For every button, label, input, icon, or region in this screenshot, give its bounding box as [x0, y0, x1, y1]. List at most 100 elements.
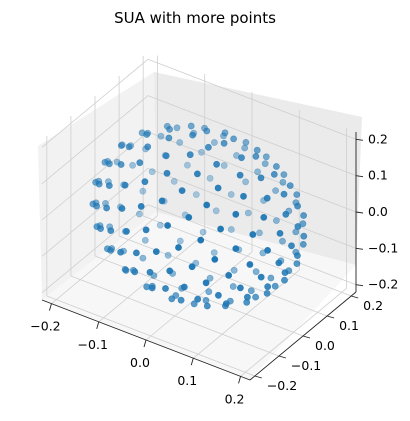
data-point [199, 228, 207, 236]
data-point [264, 246, 271, 254]
data-point [276, 229, 284, 237]
y-tick-label: −0.1 [291, 358, 321, 373]
z-grid-left-3 [41, 95, 149, 184]
y-tick-mark [254, 375, 262, 379]
data-point [238, 154, 245, 162]
data-point [257, 174, 265, 182]
y-grid-floor-2 [94, 255, 304, 337]
data-point [280, 190, 288, 198]
data-point [293, 191, 301, 198]
data-point [232, 210, 240, 218]
x-tick-mark [49, 303, 52, 311]
data-point [176, 139, 184, 146]
data-point [204, 143, 212, 151]
data-point [187, 122, 195, 130]
data-point [156, 221, 164, 229]
x-tick-label: −0.2 [30, 319, 60, 334]
data-point [217, 225, 224, 233]
data-point [164, 222, 171, 229]
data-point [243, 293, 251, 301]
data-point [189, 131, 196, 139]
data-point [177, 296, 185, 304]
z-grid-back-2 [147, 131, 357, 213]
y-grid-floor-3 [118, 235, 328, 317]
data-point [300, 212, 307, 219]
data-point [211, 255, 219, 263]
data-point [117, 248, 124, 256]
data-point [141, 178, 149, 186]
data-point [158, 197, 166, 205]
data-point [162, 152, 170, 160]
data-point [93, 202, 100, 210]
data-point [236, 284, 244, 292]
data-point [279, 178, 287, 186]
data-point [257, 273, 265, 281]
data-point [272, 187, 279, 194]
data-point [293, 260, 301, 267]
data-point [144, 143, 152, 151]
data-point [288, 242, 295, 250]
data-point [148, 168, 156, 176]
y-tick-label: −0.2 [267, 378, 297, 393]
data-point [141, 236, 149, 244]
data-point [202, 279, 210, 287]
data-point [222, 300, 230, 307]
data-point [107, 227, 115, 234]
data-point [252, 152, 260, 160]
data-point [227, 191, 235, 198]
data-point [279, 237, 286, 245]
data-point [131, 268, 139, 276]
z-tick-mark [355, 247, 364, 250]
data-point [267, 274, 275, 282]
data-point [178, 187, 186, 194]
data-point [117, 142, 125, 149]
data-point [202, 296, 210, 304]
data-point [247, 287, 255, 295]
data-point [185, 213, 193, 221]
data-point [190, 300, 198, 308]
data-point [213, 160, 220, 168]
y-tick-mark [326, 315, 335, 319]
data-point [165, 134, 173, 142]
data-point [107, 246, 114, 254]
x-tick-mark [96, 321, 100, 329]
data-points [89, 122, 308, 310]
data-point [299, 240, 307, 248]
data-point [244, 209, 252, 217]
data-point [197, 236, 205, 244]
axis-lines [41, 132, 364, 384]
x-tick-label: −0.1 [78, 337, 108, 352]
data-point [282, 210, 290, 218]
x-tick-label: 0.2 [225, 391, 245, 406]
z-tick-label: 0.1 [368, 168, 388, 183]
data-point [261, 160, 269, 168]
data-point [263, 289, 271, 297]
data-point [242, 178, 249, 186]
data-point [210, 139, 218, 146]
z-tick-label: 0.0 [368, 204, 388, 219]
data-point [135, 210, 143, 218]
data-point [97, 225, 104, 232]
z-grid-back-3 [147, 95, 357, 177]
data-point [163, 169, 171, 177]
z-tick-label: −0.1 [368, 240, 398, 255]
data-point [260, 213, 268, 221]
data-point [170, 177, 178, 185]
z-grid-left-4 [41, 58, 149, 148]
data-point [122, 266, 130, 274]
data-point [194, 295, 202, 303]
data-point [225, 271, 233, 279]
data-point [117, 161, 125, 168]
data-point [230, 135, 237, 143]
data-point [275, 259, 283, 267]
data-point [166, 267, 174, 275]
z-tick-mark [355, 211, 364, 214]
data-point [125, 143, 133, 151]
data-point [139, 187, 147, 195]
data-point [129, 161, 136, 169]
data-point [221, 129, 229, 137]
data-point [241, 144, 249, 152]
data-point [210, 249, 218, 256]
data-point [146, 268, 154, 276]
data-point [263, 194, 271, 202]
